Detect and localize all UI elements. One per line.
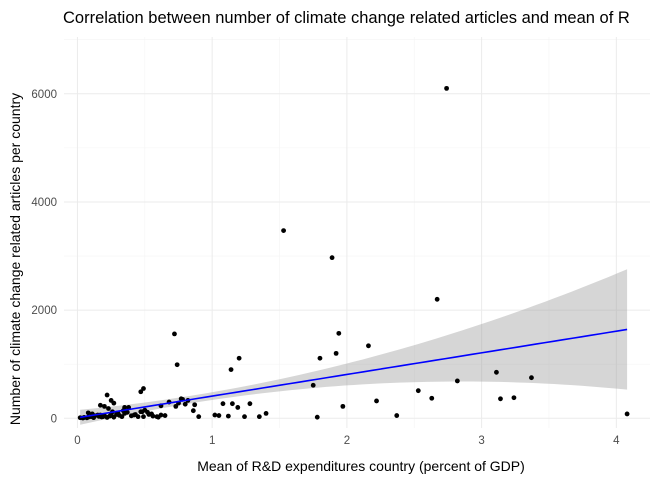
regression-line [80,328,628,419]
data-point [138,389,144,395]
confidence-ribbon-group [80,269,628,425]
x-tick-label: 2 [344,435,350,447]
data-point [314,414,320,420]
data-point [394,413,400,418]
data-point [434,296,440,302]
data-point [132,412,138,417]
y-tick-label: 6000 [31,89,57,101]
data-point [141,386,146,391]
confidence-ribbon [80,269,628,425]
data-point [498,396,503,402]
data-point [444,85,449,91]
data-point [162,413,168,418]
data-point [216,413,222,418]
data-point [138,409,144,415]
data-point [247,401,253,407]
x-tick-label: 1 [209,435,215,447]
data-point [174,362,180,368]
data-point [220,401,226,407]
data-point [310,382,316,388]
data-point [235,405,241,410]
data-point [228,367,234,372]
tick-labels: 0 1 2 3 4 0 2000 4000 6000 [31,89,620,447]
data-point [190,408,196,414]
data-point [256,414,262,420]
data-point [106,406,111,411]
data-point [124,409,130,415]
regression-line-group [80,328,628,419]
data-point [85,410,91,416]
data-point [242,414,247,420]
data-point [529,375,534,381]
x-axis-title: Mean of R&D expenditures country (percen… [197,458,525,474]
data-point [104,392,110,398]
data-point [97,402,103,408]
data-point [374,398,379,404]
data-point [225,413,231,419]
chart-title: Correlation between number of climate ch… [63,9,630,27]
data-point [236,355,242,361]
data-point [624,411,630,417]
data-point [366,343,371,349]
data-point [182,401,188,407]
x-tick-label: 0 [74,435,80,447]
data-point [192,402,198,408]
data-point [340,403,346,409]
data-point [145,409,150,415]
data-point [336,330,342,336]
data-point [494,369,499,375]
y-axis-title: Number of climate change related article… [7,93,23,425]
data-point [333,350,339,356]
data-point [141,414,146,420]
data-point [212,412,218,418]
data-point [281,228,286,234]
data-point [111,400,117,406]
data-point [102,403,107,409]
data-point [317,355,323,361]
data-point [229,401,235,407]
data-point [172,331,177,337]
y-tick-label: 4000 [31,197,57,209]
y-tick-label: 2000 [31,305,57,317]
data-point [173,403,179,409]
data-point [329,255,335,261]
data-point [511,395,517,401]
data-point [100,414,106,420]
data-point [119,414,125,420]
x-tick-label: 4 [613,435,620,447]
data-point [178,396,184,402]
grid-lines [64,37,650,428]
data-point [263,410,269,416]
y-tick-label: 0 [51,413,57,425]
data-point [122,405,128,410]
x-tick-label: 3 [478,435,484,447]
data-point [149,411,154,417]
data-point [454,378,460,384]
data-point [415,388,421,394]
data-point [155,414,161,420]
data-point [196,414,202,420]
data-point [429,395,435,401]
